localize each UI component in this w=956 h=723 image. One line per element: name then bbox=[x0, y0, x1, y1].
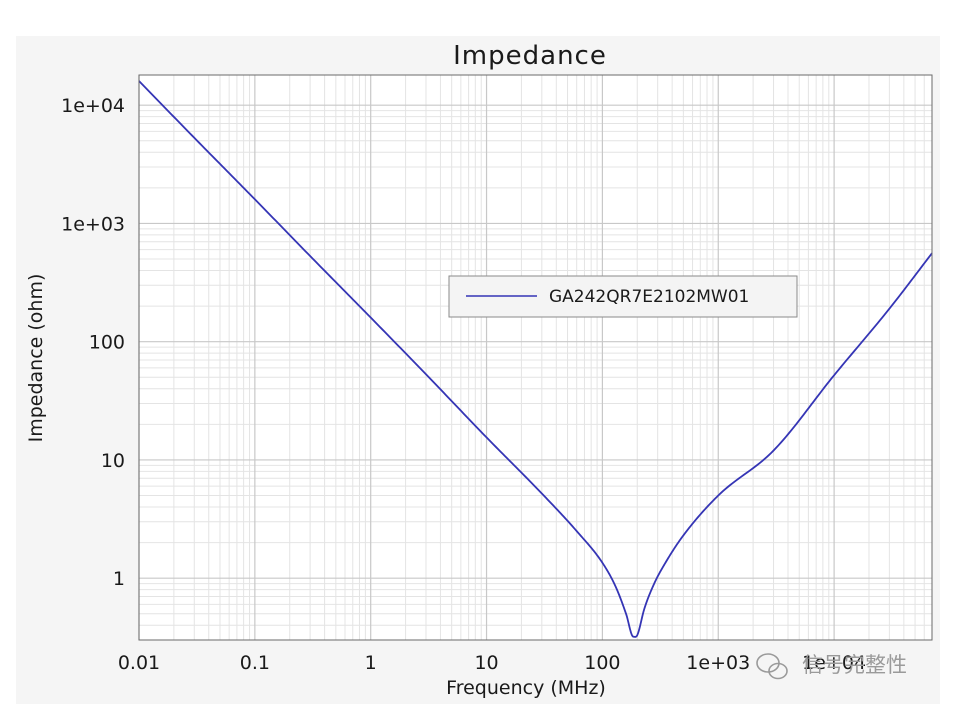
x-tick-label: 1e+03 bbox=[686, 652, 750, 674]
x-axis-label: Frequency (MHz) bbox=[446, 677, 606, 699]
watermark-text: 信号完整性 bbox=[802, 653, 907, 677]
plot-border bbox=[138, 74, 933, 641]
x-tick-label: 0.01 bbox=[118, 652, 160, 674]
y-axis-label: Impedance (ohm) bbox=[25, 274, 47, 443]
minor-grid bbox=[139, 75, 933, 641]
wechat-icon bbox=[756, 653, 788, 680]
x-tick-label: 1 bbox=[365, 652, 377, 674]
y-tick-label: 1 bbox=[113, 568, 125, 590]
impedance-chart: Impedance 0.01 0.1 1 10 100 1e+03 1e+04 1 10 100… bbox=[25, 41, 933, 699]
x-tick-label: 1e+04 bbox=[802, 652, 866, 674]
chart-frame: Impedance 0.01 0.1 1 10 100 1e+03 1e+04 1 10 100… bbox=[16, 36, 940, 704]
series-layer bbox=[138, 80, 933, 638]
x-tick-labels: 0.01 0.1 1 10 100 1e+03 1e+04 bbox=[118, 652, 866, 674]
y-tick-label: 10 bbox=[101, 450, 125, 472]
y-tick-labels: 1 10 100 1e+03 1e+04 bbox=[61, 95, 125, 590]
x-tick-label: 100 bbox=[584, 652, 620, 674]
plot-area bbox=[139, 75, 932, 640]
watermark: 信号完整性 bbox=[756, 653, 907, 680]
y-tick-label: 1e+03 bbox=[61, 213, 125, 235]
series-line bbox=[138, 80, 933, 638]
legend: GA242QR7E2102MW01 bbox=[448, 275, 798, 318]
x-tick-label: 0.1 bbox=[240, 652, 270, 674]
y-tick-label: 100 bbox=[89, 332, 125, 354]
y-tick-label: 1e+04 bbox=[61, 95, 125, 117]
chart-title: Impedance bbox=[453, 41, 607, 71]
legend-label: GA242QR7E2102MW01 bbox=[549, 287, 749, 307]
x-tick-label: 10 bbox=[474, 652, 498, 674]
